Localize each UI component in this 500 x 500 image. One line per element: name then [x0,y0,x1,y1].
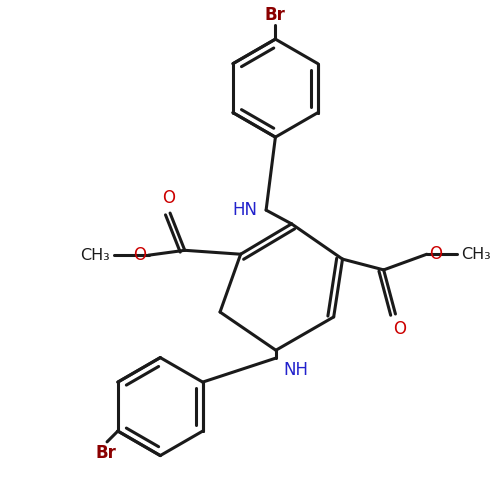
Text: O: O [429,245,442,263]
Text: HN: HN [232,201,258,219]
Text: O: O [162,189,175,207]
Text: O: O [133,246,146,264]
Text: CH₃: CH₃ [80,248,110,262]
Text: Br: Br [96,444,116,462]
Text: NH: NH [283,360,308,378]
Text: O: O [393,320,406,338]
Text: CH₃: CH₃ [461,246,491,262]
Text: Br: Br [265,6,286,25]
